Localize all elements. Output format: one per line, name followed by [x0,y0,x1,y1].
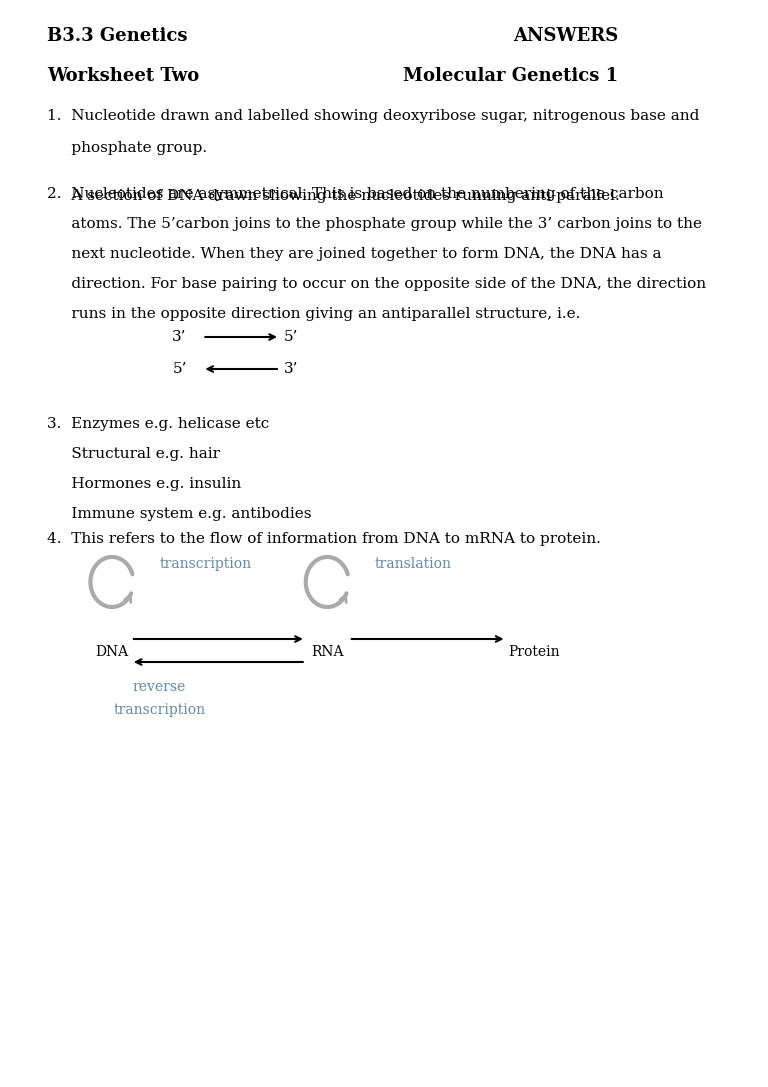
Text: direction. For base pairing to occur on the opposite side of the DNA, the direct: direction. For base pairing to occur on … [48,277,707,291]
Text: translation: translation [375,557,452,571]
Text: reverse: reverse [133,680,186,694]
Text: atoms. The 5’carbon joins to the phosphate group while the 3’ carbon joins to th: atoms. The 5’carbon joins to the phospha… [48,217,703,232]
Text: next nucleotide. When they are joined together to form DNA, the DNA has a: next nucleotide. When they are joined to… [48,247,662,261]
Text: Protein: Protein [508,645,560,659]
Text: Hormones e.g. insulin: Hormones e.g. insulin [48,477,242,491]
Text: 5’: 5’ [284,330,299,343]
Text: runs in the opposite direction giving an antiparallel structure, i.e.: runs in the opposite direction giving an… [48,307,581,321]
Text: Worksheet Two: Worksheet Two [48,67,200,85]
Text: transcription: transcription [159,557,251,571]
Text: transcription: transcription [113,703,205,717]
Text: Immune system e.g. antibodies: Immune system e.g. antibodies [48,507,312,521]
Text: 4.  This refers to the flow of information from DNA to mRNA to protein.: 4. This refers to the flow of informatio… [48,532,601,546]
Text: 2.  Nucleotides are asymmetrical. This is based on the numbering of the carbon: 2. Nucleotides are asymmetrical. This is… [48,187,664,201]
Text: 1.  Nucleotide drawn and labelled showing deoxyribose sugar, nitrogenous base an: 1. Nucleotide drawn and labelled showing… [48,109,700,123]
Text: ANSWERS: ANSWERS [513,27,618,45]
Text: phosphate group.: phosphate group. [48,141,207,155]
Text: 3’: 3’ [172,330,187,343]
Text: A section of DNA drawn showing the nucleotides running anti-parallel.: A section of DNA drawn showing the nucle… [48,189,620,203]
Text: Molecular Genetics 1: Molecular Genetics 1 [403,67,618,85]
Text: 3’: 3’ [284,362,299,376]
Text: RNA: RNA [311,645,343,659]
Text: 5’: 5’ [172,362,187,376]
Text: B3.3 Genetics: B3.3 Genetics [48,27,188,45]
Text: Structural e.g. hair: Structural e.g. hair [48,447,220,461]
Text: 3.  Enzymes e.g. helicase etc: 3. Enzymes e.g. helicase etc [48,417,270,432]
Text: DNA: DNA [95,645,128,659]
